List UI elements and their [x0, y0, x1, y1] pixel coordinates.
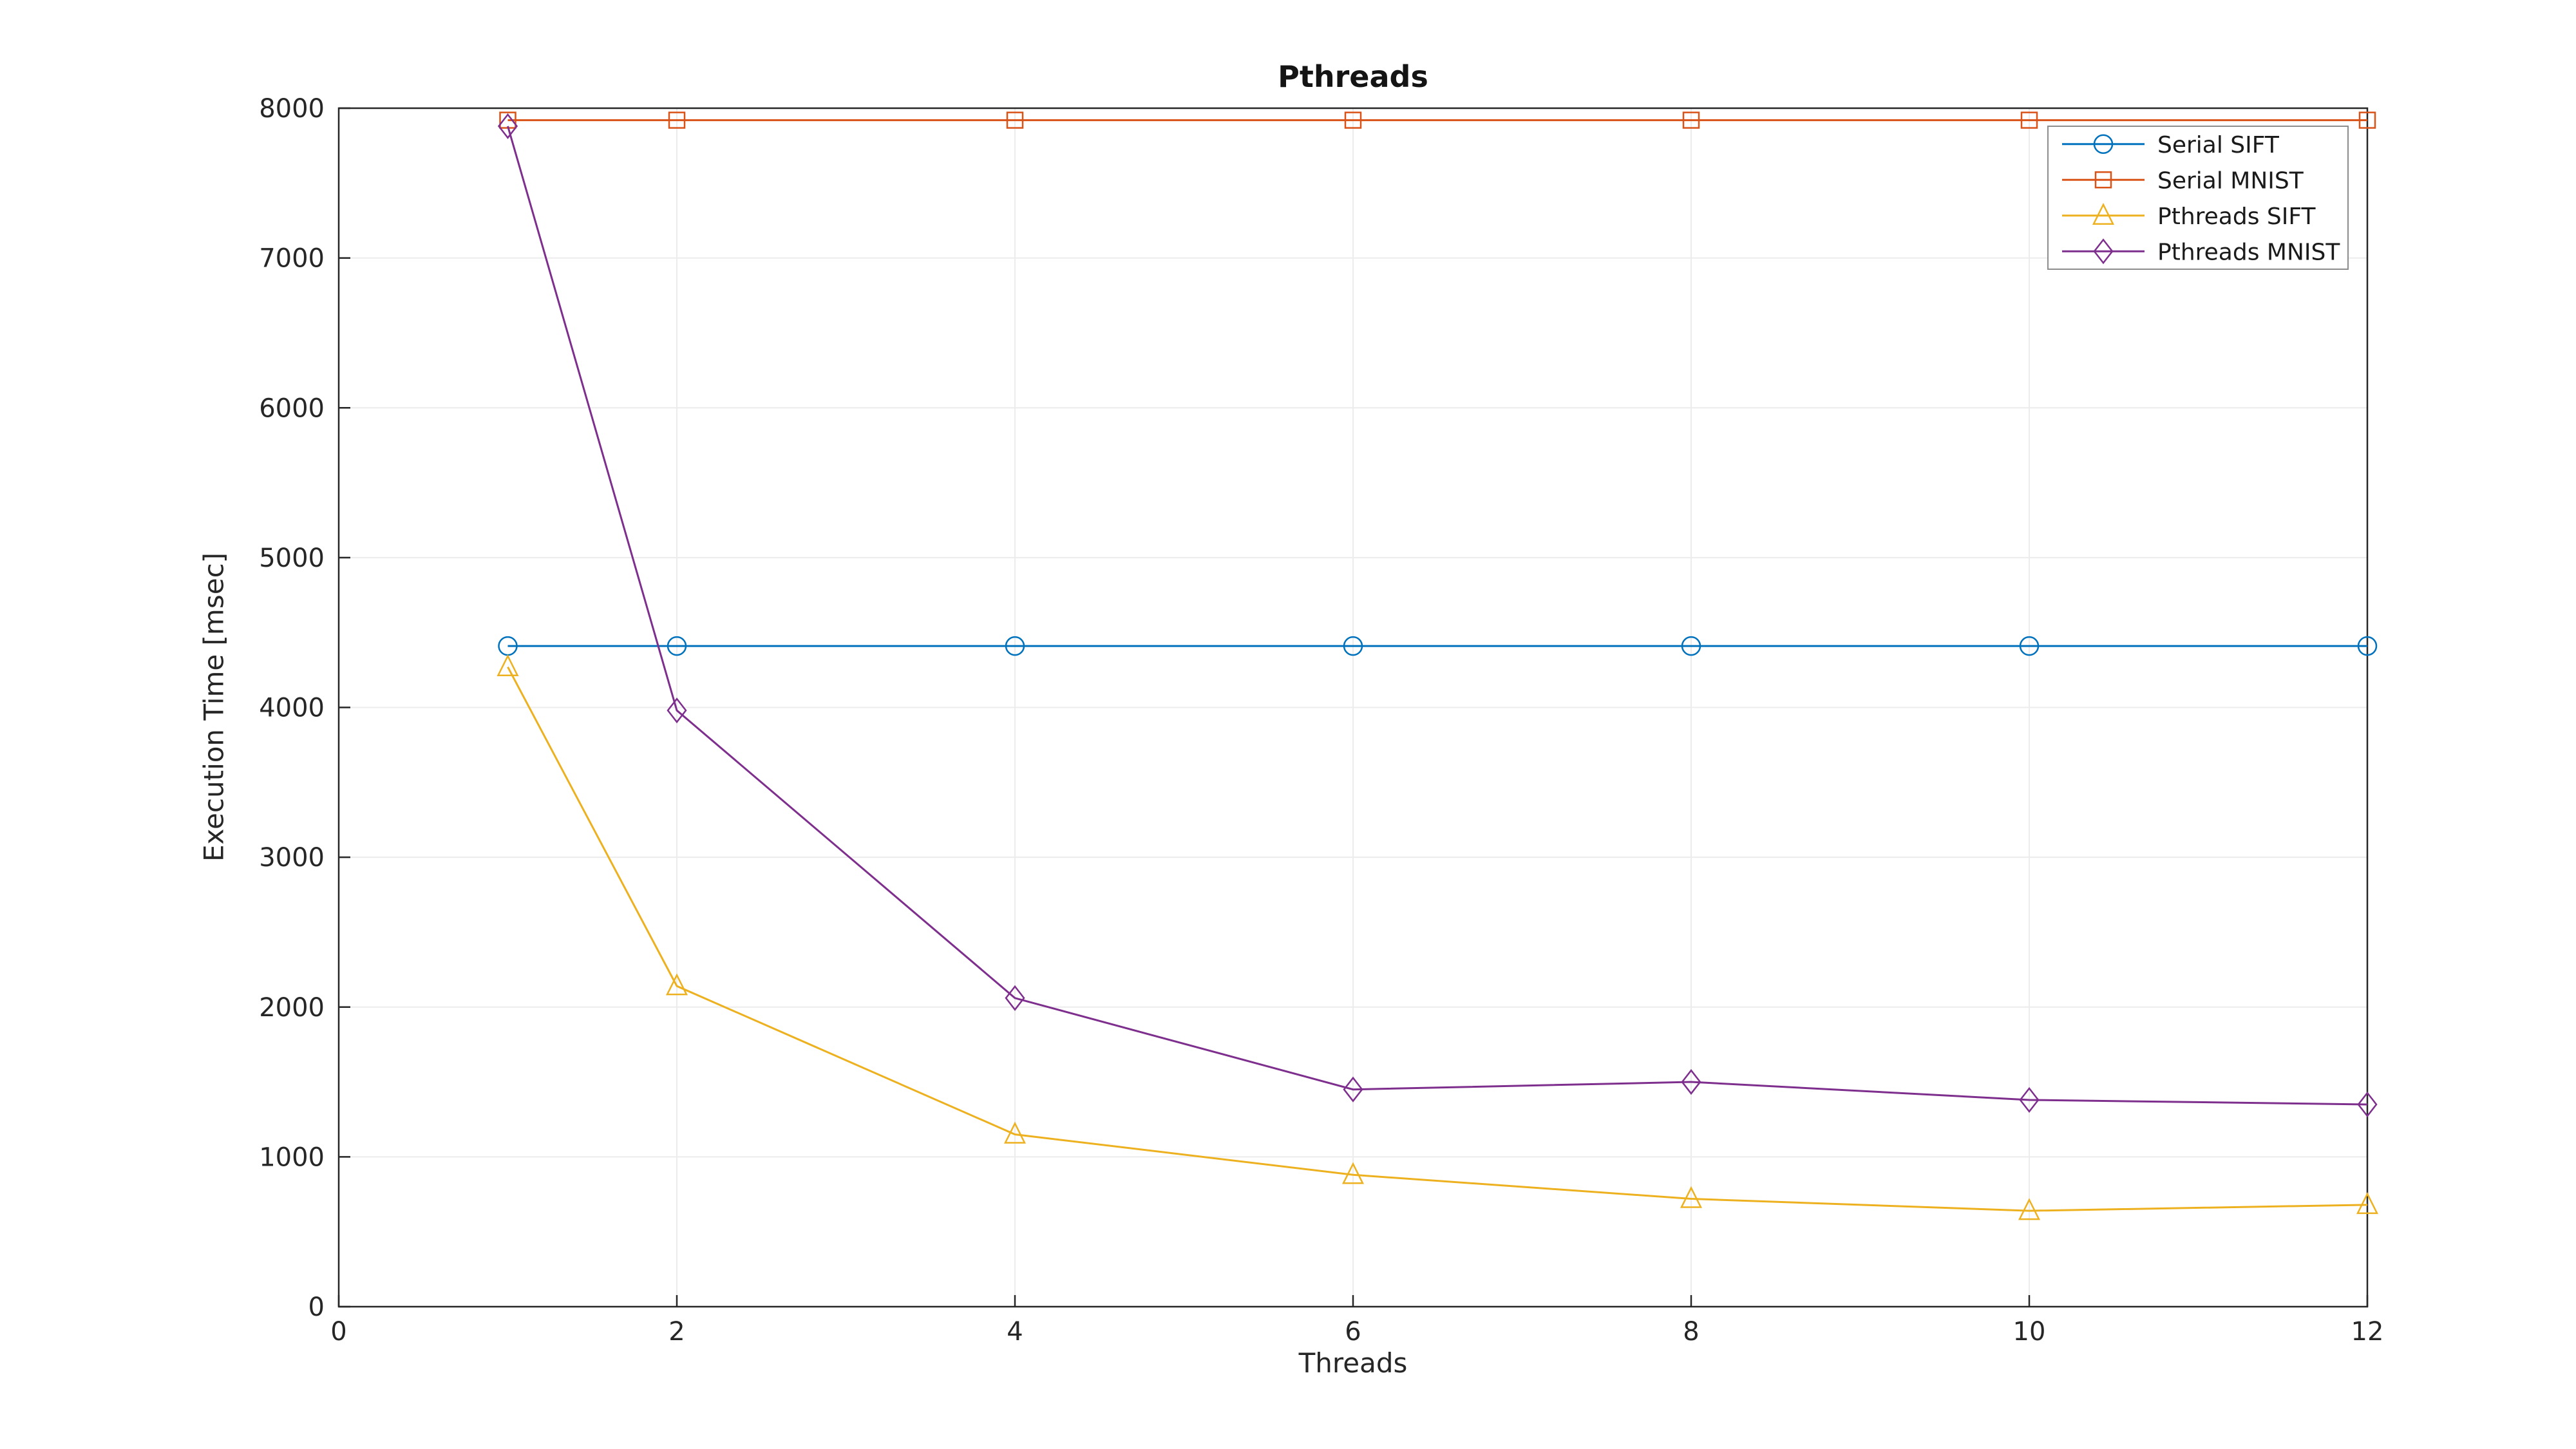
square-marker: [1344, 111, 1362, 129]
diamond-marker: [1681, 1069, 1701, 1095]
triangle-marker: [1341, 1162, 1365, 1184]
diamond-marker: [497, 113, 518, 139]
diamond-marker: [1005, 985, 1025, 1011]
circle-marker: [2357, 636, 2378, 656]
y-tick-label: 5000: [259, 544, 325, 573]
legend-label: Serial SIFT: [2157, 132, 2280, 158]
diamond-marker: [2357, 1091, 2378, 1117]
x-axis-label: Threads: [1298, 1347, 1408, 1379]
legend-label: Serial MNIST: [2157, 167, 2304, 194]
square-marker: [1682, 111, 1700, 129]
square-marker: [2358, 111, 2376, 129]
y-tick-label: 7000: [259, 244, 325, 274]
series-line: [507, 126, 2368, 1106]
x-tick-label: 10: [2013, 1317, 2046, 1347]
x-tick-label: 12: [2351, 1317, 2384, 1347]
triangle-marker: [2356, 1192, 2379, 1215]
y-tick-label: 2000: [259, 993, 325, 1023]
triangle-marker: [665, 973, 688, 996]
diamond-marker: [2093, 238, 2114, 265]
triangle-marker: [1003, 1121, 1027, 1144]
legend-label: Pthreads SIFT: [2157, 204, 2316, 230]
circle-marker: [1005, 636, 1025, 656]
triangle-marker: [497, 654, 519, 676]
x-tick-label: 8: [1683, 1317, 1699, 1347]
y-tick-label: 0: [308, 1293, 325, 1322]
y-tick-label: 6000: [259, 393, 325, 423]
y-tick-label: 3000: [259, 843, 325, 873]
diamond-marker: [1343, 1076, 1363, 1103]
triangle-marker: [2018, 1198, 2041, 1220]
x-tick-label: 2: [668, 1317, 685, 1347]
x-tick-label: 6: [1345, 1317, 1361, 1347]
y-tick-label: 8000: [259, 94, 325, 124]
circle-marker: [2019, 636, 2040, 656]
triangle-marker: [1680, 1186, 1703, 1208]
diamond-marker: [2019, 1086, 2040, 1113]
y-tick-label: 1000: [259, 1142, 325, 1172]
x-tick-label: 4: [1007, 1317, 1023, 1347]
circle-marker: [1681, 636, 1701, 656]
circle-marker: [1343, 636, 1363, 656]
circle-marker: [667, 636, 687, 656]
x-tick-label: 0: [330, 1317, 346, 1347]
square-marker: [2020, 111, 2038, 129]
circle-marker: [2093, 134, 2114, 154]
series-line: [507, 666, 2368, 1212]
y-tick-label: 4000: [259, 694, 325, 723]
legend-label: Pthreads MNIST: [2157, 239, 2340, 265]
square-marker: [668, 111, 686, 129]
diamond-marker: [667, 697, 687, 724]
triangle-marker: [2092, 202, 2115, 225]
chart-title: Pthreads: [1278, 59, 1428, 94]
square-marker: [1006, 111, 1024, 129]
square-marker: [2094, 171, 2112, 189]
